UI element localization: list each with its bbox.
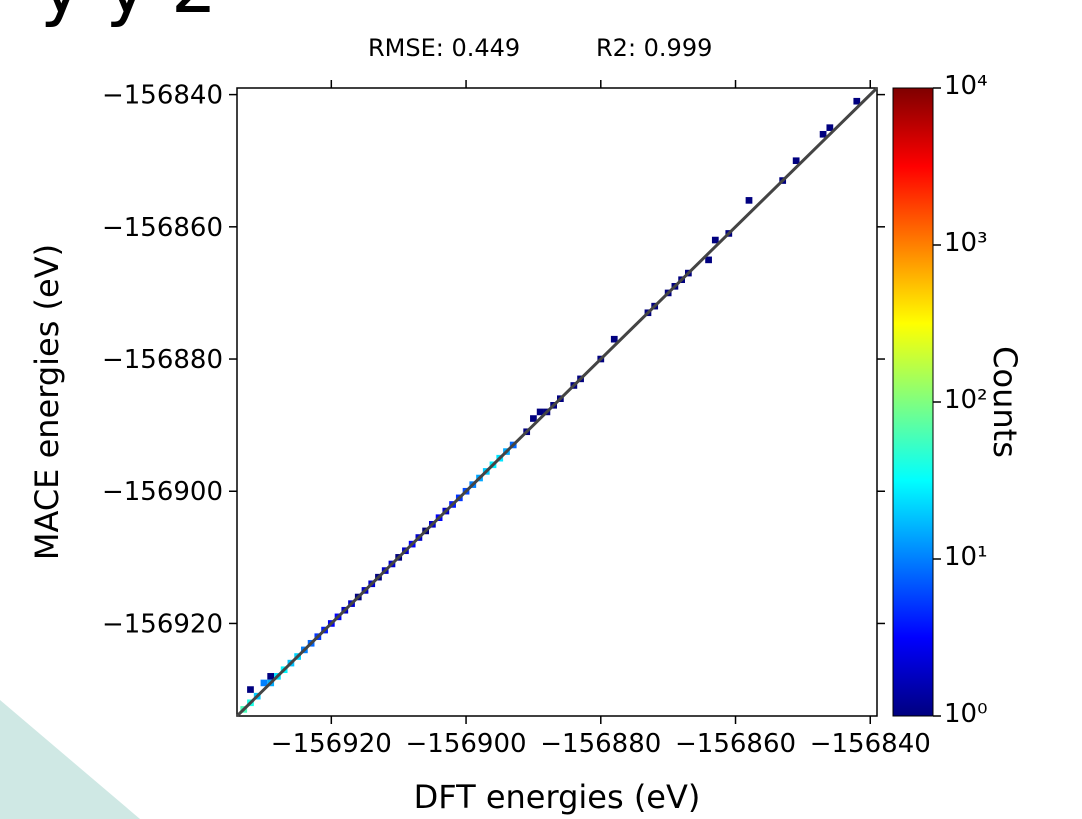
y-tick-label: −156880 <box>102 345 223 375</box>
heatmap-cell <box>745 197 753 204</box>
subtitle-rmse: RMSE: 0.449 <box>368 34 520 62</box>
x-tick-label: −156880 <box>540 729 661 759</box>
x-tick-label: −156900 <box>406 729 527 759</box>
y-tick-label: −156840 <box>102 81 223 111</box>
subtitle-r2: R2: 0.999 <box>596 34 712 62</box>
heatmap-cell <box>711 236 719 244</box>
heatmap-cell <box>530 415 537 422</box>
heatmap-cell <box>826 124 834 131</box>
y-axis-label: MACE energies (eV) <box>28 244 66 560</box>
x-axis-label: DFT energies (eV) <box>414 778 701 816</box>
colorbar-ticks: 10⁰ 10¹ 10² 10³ 10⁴ <box>933 71 988 729</box>
heatmap-cell <box>853 97 861 105</box>
heatmap-cell <box>267 673 275 680</box>
decorative-corner-shape <box>0 700 140 819</box>
colorbar-tick-label: 10¹ <box>944 542 988 572</box>
heatmap-cell <box>705 256 712 264</box>
heatmap-cell <box>260 679 268 687</box>
heatmap-cell <box>792 157 800 165</box>
plot-area: −156920 −156900 −156880 −156860 −156840 −156… <box>102 80 931 759</box>
y-tick-label: −156860 <box>102 213 223 243</box>
colorbar-tick-label: 10³ <box>944 228 988 258</box>
colorbar-label: Counts <box>986 346 1024 458</box>
x-tick-label: −156840 <box>810 729 931 759</box>
colorbar-tick-label: 10⁴ <box>944 71 988 101</box>
colorbar-tick-label: 10⁰ <box>944 699 988 729</box>
colorbar-gradient <box>892 87 934 717</box>
x-tick-label: −156860 <box>675 729 796 759</box>
y-ticks: −156840 −156860 −156880 −156900 −156920 <box>102 81 885 639</box>
partial-title: y y 2 <box>40 0 217 29</box>
x-ticks: −156920 −156900 −156880 −156860 −156840 <box>271 80 931 759</box>
y-tick-label: −156900 <box>102 477 223 507</box>
reference-line <box>235 86 879 718</box>
colorbar-tick-label: 10² <box>944 385 988 415</box>
heatmap-cell <box>610 335 618 343</box>
plot-frame <box>236 87 878 717</box>
heatmap-cell <box>247 686 254 693</box>
heatmap-cell <box>819 130 827 138</box>
colorbar: 10⁰ 10¹ 10² 10³ 10⁴ Counts <box>892 71 1024 729</box>
x-tick-label: −156920 <box>271 729 392 759</box>
y-tick-label: −156920 <box>102 609 223 639</box>
heatmap-cell <box>536 408 544 416</box>
